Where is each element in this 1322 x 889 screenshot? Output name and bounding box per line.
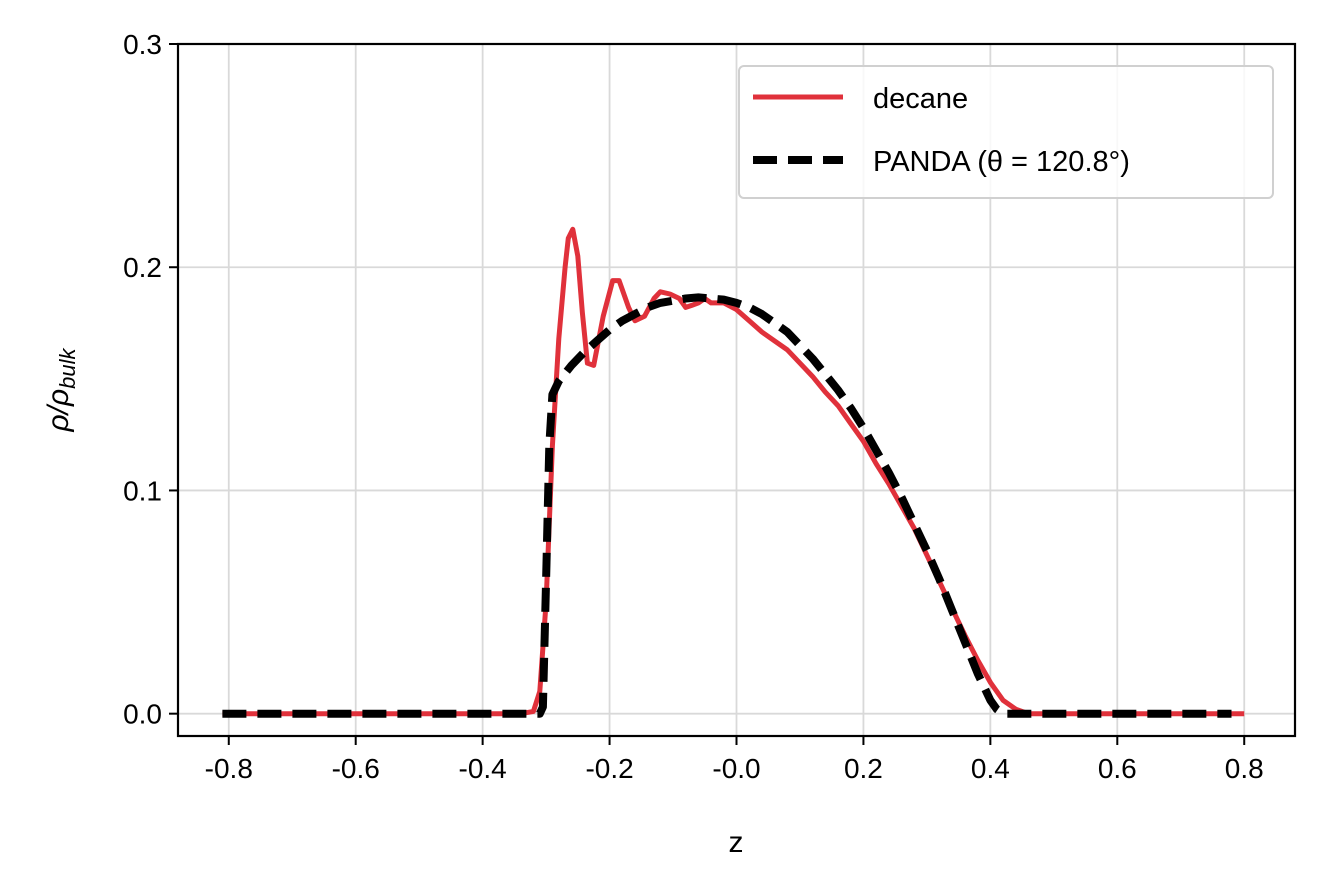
y-tick-label: 0.0 — [123, 699, 162, 730]
x-tick-label: -0.0 — [712, 753, 760, 784]
x-tick-label: 0.2 — [844, 753, 883, 784]
y-axis: 0.0 0.1 0.2 0.3 — [123, 29, 178, 730]
y-tick-label: 0.2 — [123, 252, 162, 283]
series-layer — [222, 226, 1245, 718]
y-axis-label: ρ/ρbulk — [42, 347, 80, 432]
legend-label-decane: decane — [873, 83, 968, 115]
x-tick-label: 0.6 — [1098, 753, 1137, 784]
x-axis-label: z — [729, 826, 744, 859]
x-axis: -0.8 -0.6 -0.4 -0.2 -0.0 0.2 0.4 0.6 0.8 — [205, 736, 1264, 784]
x-tick-label: -0.4 — [459, 753, 507, 784]
x-tick-label: 0.4 — [971, 753, 1010, 784]
y-axis-label-sub: bulk — [55, 347, 80, 388]
y-tick-label: 0.1 — [123, 475, 162, 506]
legend: decane PANDA (θ = 120.8°) — [738, 65, 1274, 199]
legend-label-panda: PANDA (θ = 120.8°) — [873, 146, 1130, 178]
x-tick-label: 0.8 — [1225, 753, 1264, 784]
x-tick-label: -0.8 — [205, 753, 253, 784]
x-tick-label: -0.2 — [585, 753, 633, 784]
y-tick-label: 0.3 — [123, 29, 162, 60]
legend-box — [738, 65, 1274, 199]
x-tick-label: -0.6 — [332, 753, 380, 784]
y-axis-label-main: ρ/ρ — [42, 389, 75, 433]
series-line-panda — [222, 293, 1232, 718]
